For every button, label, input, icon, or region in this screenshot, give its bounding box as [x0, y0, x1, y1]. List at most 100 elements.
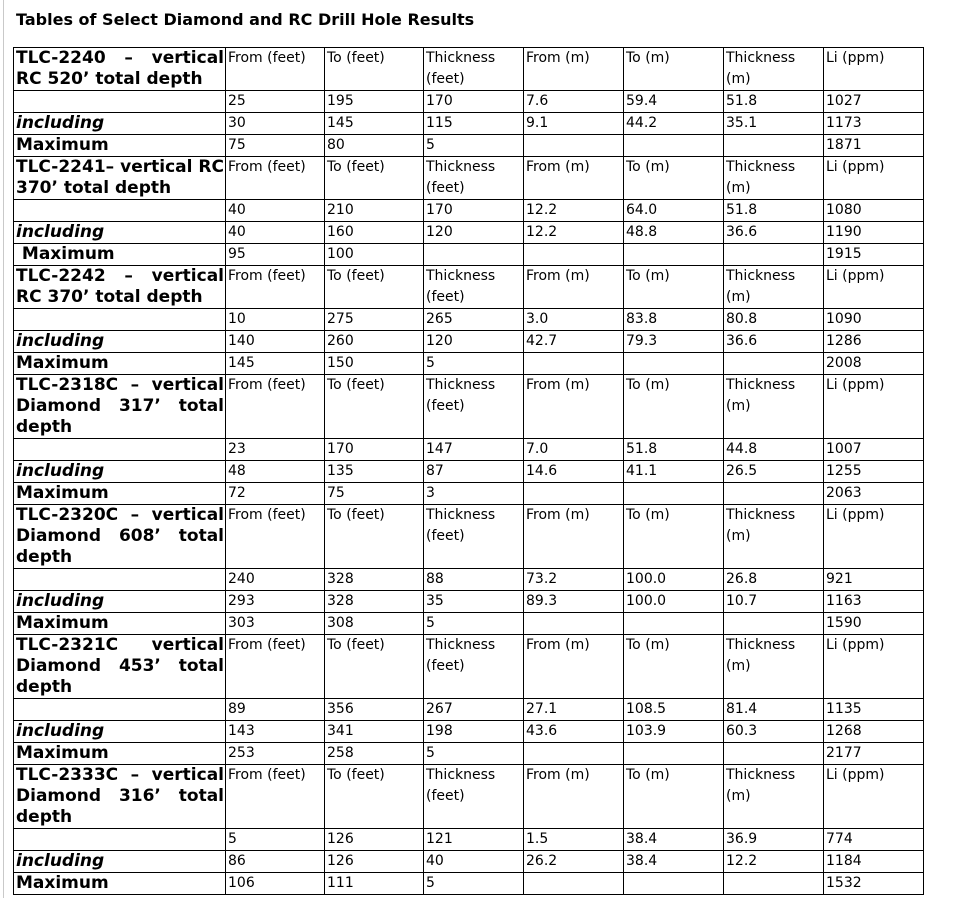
data-row: Maximum 145 150 5 2008: [13, 352, 924, 375]
column-header: From (m): [523, 504, 624, 569]
row-label: including: [13, 720, 226, 743]
value-cell: 100: [324, 243, 424, 266]
value-cell: 267: [423, 698, 524, 721]
value-cell: 7.6: [523, 90, 624, 113]
value-cell: [623, 612, 724, 635]
row-label: including: [13, 460, 226, 483]
column-header: Thickness (m): [723, 634, 824, 699]
row-label: including: [13, 850, 226, 873]
row-label: Maximum: [13, 134, 226, 157]
value-cell: [723, 742, 824, 765]
column-header: From (m): [523, 374, 624, 439]
row-label: including: [13, 590, 226, 613]
column-header: From (feet): [225, 374, 325, 439]
value-cell: 100.0: [623, 568, 724, 591]
column-header: Thickness (feet): [423, 265, 524, 309]
column-header: Thickness (feet): [423, 764, 524, 829]
value-cell: 10: [225, 308, 325, 331]
value-cell: 145: [324, 112, 424, 135]
value-cell: 72: [225, 482, 325, 505]
data-row: 23 170 147 7.0 51.8 44.8 1007: [13, 438, 924, 461]
value-cell: [723, 243, 824, 266]
value-cell: 1915: [823, 243, 924, 266]
value-cell: [623, 482, 724, 505]
value-cell: 1268: [823, 720, 924, 743]
value-cell: 1532: [823, 872, 924, 895]
value-cell: 774: [823, 828, 924, 851]
row-label: including: [13, 112, 226, 135]
data-row: Maximum 303 308 5 1590: [13, 612, 924, 635]
value-cell: 170: [423, 199, 524, 222]
value-cell: 108.5: [623, 698, 724, 721]
section-header-row: TLC-2321C vertical Diamond 453’ total de…: [13, 634, 924, 699]
value-cell: 95: [225, 243, 325, 266]
value-cell: 2177: [823, 742, 924, 765]
value-cell: 64.0: [623, 199, 724, 222]
value-cell: 160: [324, 221, 424, 244]
hole-name: TLC-2240 – vertical RC 520’ total depth: [13, 47, 226, 91]
column-header: To (feet): [324, 265, 424, 309]
value-cell: 115: [423, 112, 524, 135]
value-cell: [723, 482, 824, 505]
value-cell: 3.0: [523, 308, 624, 331]
value-cell: 1871: [823, 134, 924, 157]
drill-results-body: TLC-2240 – vertical RC 520’ total depth F…: [13, 47, 924, 895]
hole-name: TLC-2320C – vertical Diamond 608’ total …: [13, 504, 226, 569]
column-header: Li (ppm): [823, 504, 924, 569]
column-header: Li (ppm): [823, 764, 924, 829]
value-cell: 308: [324, 612, 424, 635]
value-cell: 1286: [823, 330, 924, 353]
column-header: To (m): [623, 265, 724, 309]
value-cell: [623, 872, 724, 895]
value-cell: 293: [225, 590, 325, 613]
value-cell: 1590: [823, 612, 924, 635]
value-cell: 35.1: [723, 112, 824, 135]
value-cell: 198: [423, 720, 524, 743]
value-cell: [523, 482, 624, 505]
value-cell: 341: [324, 720, 424, 743]
value-cell: 88: [423, 568, 524, 591]
value-cell: 36.6: [723, 330, 824, 353]
data-row: 25 195 170 7.6 59.4 51.8 1027: [13, 90, 924, 113]
drill-results-table: TLC-2240 – vertical RC 520’ total depth F…: [13, 47, 924, 895]
hole-name: TLC-2318C – vertical Diamond 317’ total …: [13, 374, 226, 439]
value-cell: 12.2: [523, 199, 624, 222]
row-label: [13, 568, 226, 591]
value-cell: 86: [225, 850, 325, 873]
column-header: To (m): [623, 156, 724, 200]
value-cell: 1163: [823, 590, 924, 613]
value-cell: 328: [324, 568, 424, 591]
value-cell: 87: [423, 460, 524, 483]
column-header: Thickness (feet): [423, 156, 524, 200]
value-cell: 48.8: [623, 221, 724, 244]
value-cell: 240: [225, 568, 325, 591]
value-cell: 10.7: [723, 590, 824, 613]
value-cell: 195: [324, 90, 424, 113]
value-cell: 26.5: [723, 460, 824, 483]
column-header: To (feet): [324, 764, 424, 829]
value-cell: [523, 742, 624, 765]
data-row: Maximum 72 75 3 2063: [13, 482, 924, 505]
data-row: Maximum 106 111 5 1532: [13, 872, 924, 895]
value-cell: 36.6: [723, 221, 824, 244]
data-row: including 86 126 40 26.2 38.4 12.2 1184: [13, 850, 924, 873]
value-cell: 60.3: [723, 720, 824, 743]
value-cell: 1135: [823, 698, 924, 721]
column-header: From (m): [523, 634, 624, 699]
row-label: [13, 199, 226, 222]
value-cell: 106: [225, 872, 325, 895]
value-cell: [623, 134, 724, 157]
row-label: [13, 438, 226, 461]
value-cell: 111: [324, 872, 424, 895]
value-cell: [623, 243, 724, 266]
hole-name: TLC-2321C vertical Diamond 453’ total de…: [13, 634, 226, 699]
value-cell: 2063: [823, 482, 924, 505]
value-cell: [523, 134, 624, 157]
row-label: including: [13, 221, 226, 244]
value-cell: 81.4: [723, 698, 824, 721]
value-cell: 3: [423, 482, 524, 505]
value-cell: [723, 134, 824, 157]
value-cell: 27.1: [523, 698, 624, 721]
column-header: Li (ppm): [823, 374, 924, 439]
